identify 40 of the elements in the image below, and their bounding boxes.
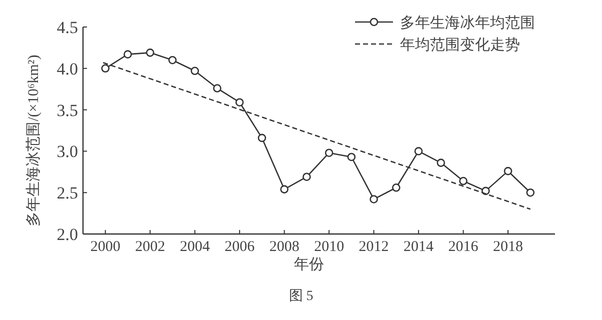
point — [258, 134, 266, 142]
point — [504, 166, 512, 176]
x-tick-label: 2006 — [224, 239, 256, 255]
y-tick-label: 4.5 — [56, 18, 78, 37]
point — [213, 84, 222, 92]
x-axis-title: 年份 — [294, 256, 324, 273]
x-tick-label: 2000 — [90, 239, 120, 255]
point — [101, 64, 110, 73]
y-tick-label: 3.5 — [56, 100, 78, 120]
x-tick-label: 2018 — [493, 239, 524, 255]
point — [436, 158, 446, 167]
y-tick-label: 2.0 — [56, 224, 78, 244]
x-tick-label: 2002 — [135, 239, 166, 255]
y-tick-label: 3.0 — [56, 142, 78, 162]
legend-label: 多年生海冰年均范围 — [400, 14, 535, 32]
x-tick-label: 2008 — [269, 239, 300, 255]
x-tick-label: 2014 — [404, 239, 434, 255]
point — [124, 50, 132, 58]
point — [168, 56, 177, 64]
x-tick-label: 2004 — [180, 239, 210, 255]
point — [347, 152, 356, 162]
point — [302, 172, 311, 182]
point — [190, 66, 199, 76]
point — [414, 147, 423, 156]
y-tick-label: 4.0 — [56, 59, 78, 78]
point — [280, 185, 288, 194]
y-tick-label: 2.5 — [56, 184, 78, 203]
point — [526, 188, 535, 197]
point — [324, 148, 334, 158]
point — [459, 176, 468, 186]
point — [146, 48, 154, 57]
caption: 图 5 — [288, 289, 314, 304]
x-tick-label: 2010 — [314, 239, 344, 255]
legend-label: 年均范围变化走势 — [400, 36, 520, 54]
point — [392, 183, 400, 192]
point — [235, 98, 244, 106]
x-tick-label: 2016 — [448, 239, 479, 255]
point — [370, 195, 378, 204]
y-axis-title: 多年生海冰范围/(×10⁶km²) — [25, 54, 42, 226]
x-tick-label: 2012 — [358, 239, 389, 255]
